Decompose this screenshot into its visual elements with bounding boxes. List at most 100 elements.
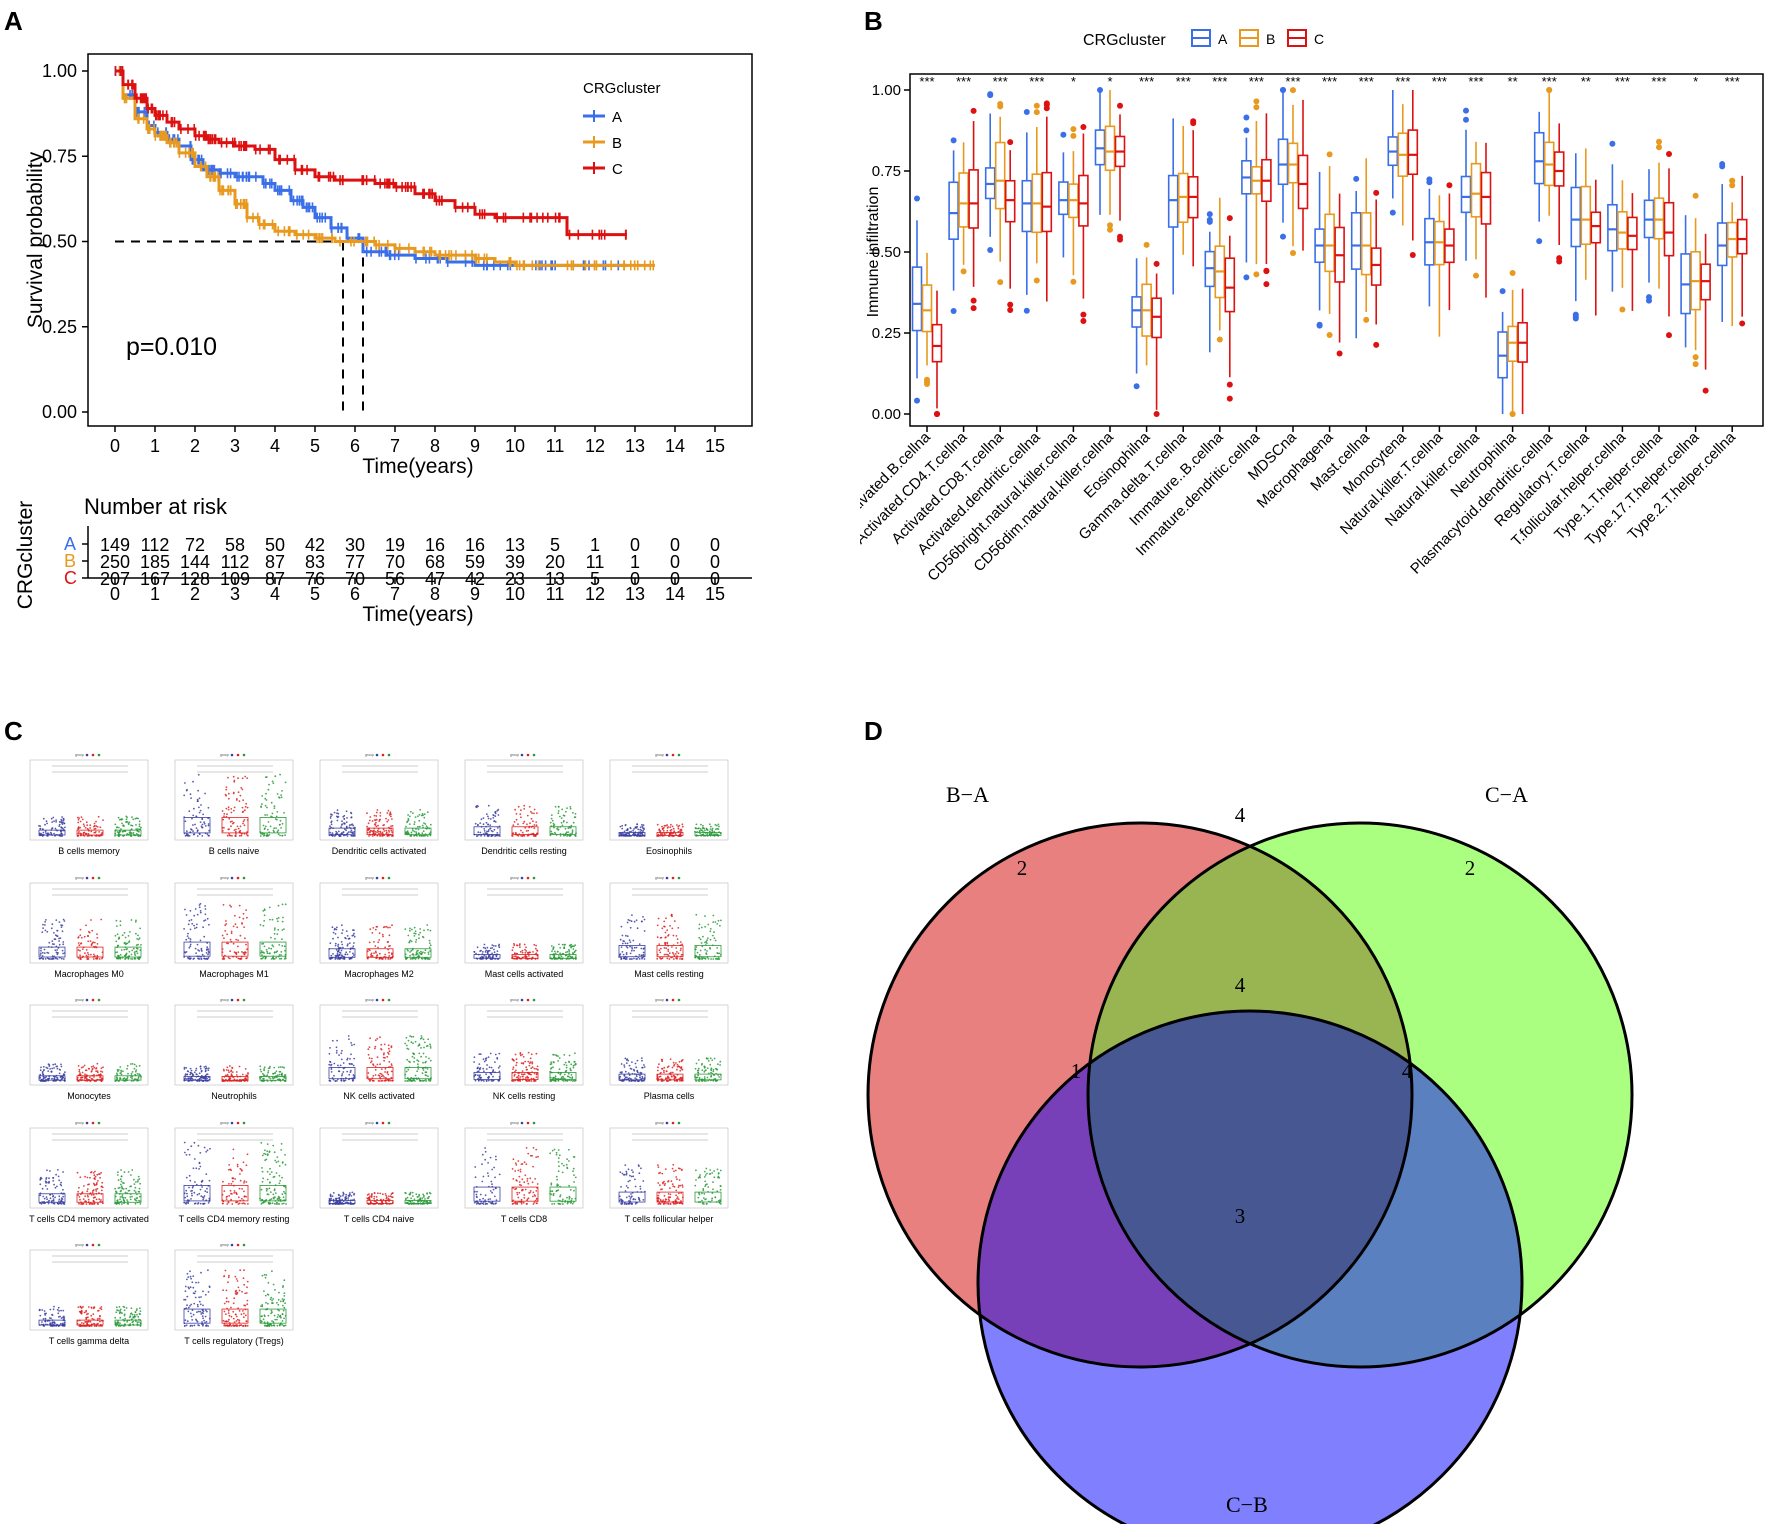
mini-point	[78, 942, 80, 944]
mini-point	[669, 826, 671, 828]
mini-point	[492, 1069, 494, 1071]
mini-point	[629, 827, 631, 829]
mini-point	[190, 797, 192, 799]
mini-point	[528, 955, 530, 957]
mini-point	[99, 1076, 101, 1078]
mini-point	[530, 1074, 532, 1076]
mini-panel-title: Dendritic cells resting	[481, 846, 567, 856]
mini-point	[91, 930, 93, 932]
mini-point	[496, 956, 498, 958]
mini-point	[261, 954, 263, 956]
mini-point	[483, 828, 485, 830]
mini-point	[279, 774, 281, 776]
box-outlier	[1034, 103, 1040, 109]
mini-point	[391, 1071, 393, 1073]
mini-point	[229, 905, 231, 907]
mini-point	[632, 830, 634, 832]
mini-point	[493, 949, 495, 951]
mini-point	[233, 943, 235, 945]
mini-point	[239, 905, 241, 907]
mini-point	[425, 1056, 427, 1058]
mini-point	[203, 936, 205, 938]
box-outlier	[1070, 133, 1076, 139]
mini-point	[120, 920, 122, 922]
mini-point	[80, 821, 82, 823]
mini-point	[126, 943, 128, 945]
mini-point	[82, 948, 84, 950]
mini-point	[534, 1073, 536, 1075]
mini-point	[137, 944, 139, 946]
mini-point	[352, 929, 354, 931]
mini-point	[378, 939, 380, 941]
box-outlier	[1227, 215, 1233, 221]
mini-point	[425, 1075, 427, 1077]
significance-label: **	[1581, 74, 1591, 89]
mini-point	[699, 833, 701, 835]
mini-point	[701, 958, 703, 960]
mini-point	[515, 956, 517, 958]
mini-point	[195, 1073, 197, 1075]
mini-point	[226, 808, 228, 810]
mini-point	[416, 1070, 418, 1072]
mini-point	[512, 824, 514, 826]
mini-point	[533, 827, 535, 829]
mini-point	[675, 947, 677, 949]
mini-point	[205, 913, 207, 915]
mini-point	[521, 1073, 523, 1075]
mini-point	[415, 941, 417, 943]
risk-x-tick-label: 12	[585, 584, 605, 604]
mini-point	[430, 824, 432, 826]
mini-point	[263, 1068, 265, 1070]
mini-point	[631, 946, 633, 948]
box-outlier	[1719, 161, 1725, 167]
mini-point	[353, 954, 355, 956]
mini-point	[131, 954, 133, 956]
mini-point	[568, 952, 570, 954]
mini-point	[558, 806, 560, 808]
mini-point	[84, 1065, 86, 1067]
mini-point	[569, 944, 571, 946]
mini-point	[369, 820, 371, 822]
mini-point	[575, 950, 577, 952]
mini-point	[202, 814, 204, 816]
mini-point	[196, 924, 198, 926]
box-outlier	[1253, 271, 1259, 277]
mini-point	[234, 915, 236, 917]
mini-point	[340, 1065, 342, 1067]
mini-point	[335, 933, 337, 935]
panel-letter-c: C	[4, 716, 23, 746]
mini-point	[564, 1074, 566, 1076]
mini-point	[531, 1053, 533, 1055]
mini-point	[276, 1070, 278, 1072]
mini-point	[260, 1071, 262, 1073]
mini-point	[347, 943, 349, 945]
mini-point	[336, 1050, 338, 1052]
mini-point	[131, 1073, 133, 1075]
mini-point	[353, 934, 355, 936]
mini-legend-text: group	[220, 998, 229, 1002]
mini-point	[571, 1076, 573, 1078]
mini-point	[567, 956, 569, 958]
mini-point	[261, 958, 263, 960]
mini-point	[120, 924, 122, 926]
mini-point	[97, 1063, 99, 1065]
mini-point	[716, 952, 718, 954]
mini-panel-title: B cells memory	[58, 846, 120, 856]
mini-point	[93, 954, 95, 956]
box-body	[1299, 155, 1308, 208]
mini-point	[56, 1066, 58, 1068]
mini-point	[272, 919, 274, 921]
mini-point	[228, 1070, 230, 1072]
mini-point	[622, 940, 624, 942]
mini-point	[557, 812, 559, 814]
mini-point	[498, 814, 500, 816]
mini-point	[201, 948, 203, 950]
mini-point	[229, 1065, 231, 1067]
mini-point	[385, 830, 387, 832]
mini-point	[267, 829, 269, 831]
mini-point	[558, 955, 560, 957]
mini-point	[353, 942, 355, 944]
mini-point	[484, 835, 486, 837]
mini-point	[426, 825, 428, 827]
mini-point	[62, 1077, 64, 1079]
